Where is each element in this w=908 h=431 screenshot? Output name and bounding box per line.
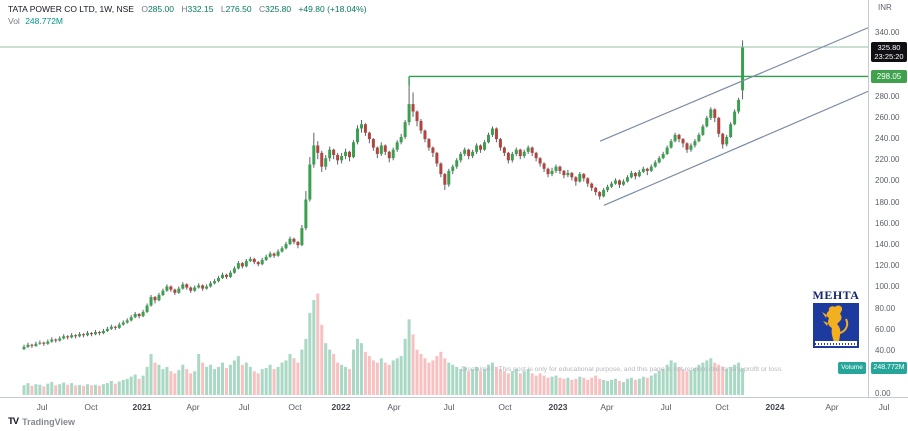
price-tick-label: 120.00 (875, 261, 900, 271)
time-tick-label: Apr (600, 402, 614, 412)
price-tick-label: 180.00 (875, 197, 900, 207)
low-value: 276.50 (225, 4, 252, 14)
time-tick-label: 2022 (331, 402, 351, 412)
mehta-logo-text: MEHTA (812, 288, 860, 302)
high-label: H (181, 4, 188, 14)
mehta-tagline-strip (815, 341, 857, 346)
tradingview-logo-icon: TV (8, 416, 19, 427)
time-tick-label: Apr (387, 402, 401, 412)
volume-value-badge: 248.772M (871, 362, 907, 375)
high-value: 332.15 (187, 4, 214, 14)
last-price-badge: 325.80 23:25:20 (871, 42, 907, 63)
volume-series[interactable] (22, 293, 745, 395)
lion-icon (822, 305, 849, 342)
price-tick-label: 40.00 (875, 346, 896, 356)
symbol-title[interactable]: TATA POWER CO LTD, 1W, NSE (8, 4, 134, 14)
price-tick-label: 160.00 (875, 218, 900, 228)
symbol-header[interactable]: TATA POWER CO LTD, 1W, NSE O285.00 H332.… (8, 4, 367, 14)
currency-label: INR (878, 3, 892, 12)
time-tick-label: Jul (443, 402, 455, 412)
time-tick-label: Apr (186, 402, 200, 412)
volume-legend[interactable]: Vol 248.772M (8, 16, 63, 26)
time-tick-label: Oct (288, 402, 302, 412)
change-value: +49.80 (+18.04%) (298, 4, 367, 14)
price-tick-label: 220.00 (875, 155, 900, 165)
last-price-value: 325.80 (877, 43, 901, 53)
price-tick-label: 100.00 (875, 282, 900, 292)
disclaimer-text: Disclaimer : This post is only for educa… (461, 366, 783, 373)
time-tick-label: Apr (825, 402, 839, 412)
time-tick-label: 2023 (548, 402, 568, 412)
time-tick-label: 2021 (132, 402, 152, 412)
close-label: C (258, 4, 266, 14)
time-tick-label: Oct (84, 402, 98, 412)
price-tick-label: 340.00 (875, 27, 900, 37)
time-tick-label: Jul (878, 402, 890, 412)
time-tick-label: Jul (660, 402, 672, 412)
vol-value: 248.772M (25, 16, 64, 26)
price-tick-label: 200.00 (875, 176, 900, 186)
low-label: L (220, 4, 226, 14)
bar-countdown: 23:25:20 (874, 52, 904, 62)
tradingview-attribution[interactable]: TV TradingView (8, 416, 75, 427)
time-tick-label: Jul (238, 402, 250, 412)
volume-series-label: Volume (838, 362, 866, 375)
price-tick-label: 240.00 (875, 134, 900, 144)
open-value: 285.00 (147, 4, 174, 14)
mehta-shield (813, 303, 859, 348)
price-tick-label: 60.00 (875, 324, 896, 334)
close-value: 325.80 (265, 4, 292, 14)
time-tick-label: Oct (715, 402, 729, 412)
price-tick-label: 260.00 (875, 112, 900, 122)
time-scale[interactable]: Jul Oct 2021 Apr Jul Oct 2022 Apr Jul Oct 2023 Apr J… (0, 397, 908, 417)
open-label: O (141, 4, 148, 14)
tradingview-wordmark: TradingView (22, 416, 75, 427)
price-tick-label: 280.00 (875, 91, 900, 101)
price-chart-pane[interactable] (0, 0, 868, 397)
price-scale[interactable]: INR 340.00 280.00 260.00 240.00 220.00 200.00… (868, 0, 908, 398)
mehta-logo: MEHTA (809, 289, 863, 348)
time-tick-label: Jul (36, 402, 48, 412)
price-tick-label: 140.00 (875, 240, 900, 250)
level-price-badge: 298.05 (871, 69, 907, 83)
trend-channel[interactable] (599, 27, 868, 206)
price-tick-label: 0.00 (875, 388, 891, 398)
price-tick-label: 80.00 (875, 303, 896, 313)
time-tick-label: Oct (498, 402, 512, 412)
candlestick-series[interactable] (22, 40, 745, 351)
horizontal-ray-298[interactable] (408, 75, 868, 86)
time-tick-label: 2024 (765, 402, 785, 412)
vol-label: Vol (8, 16, 20, 26)
